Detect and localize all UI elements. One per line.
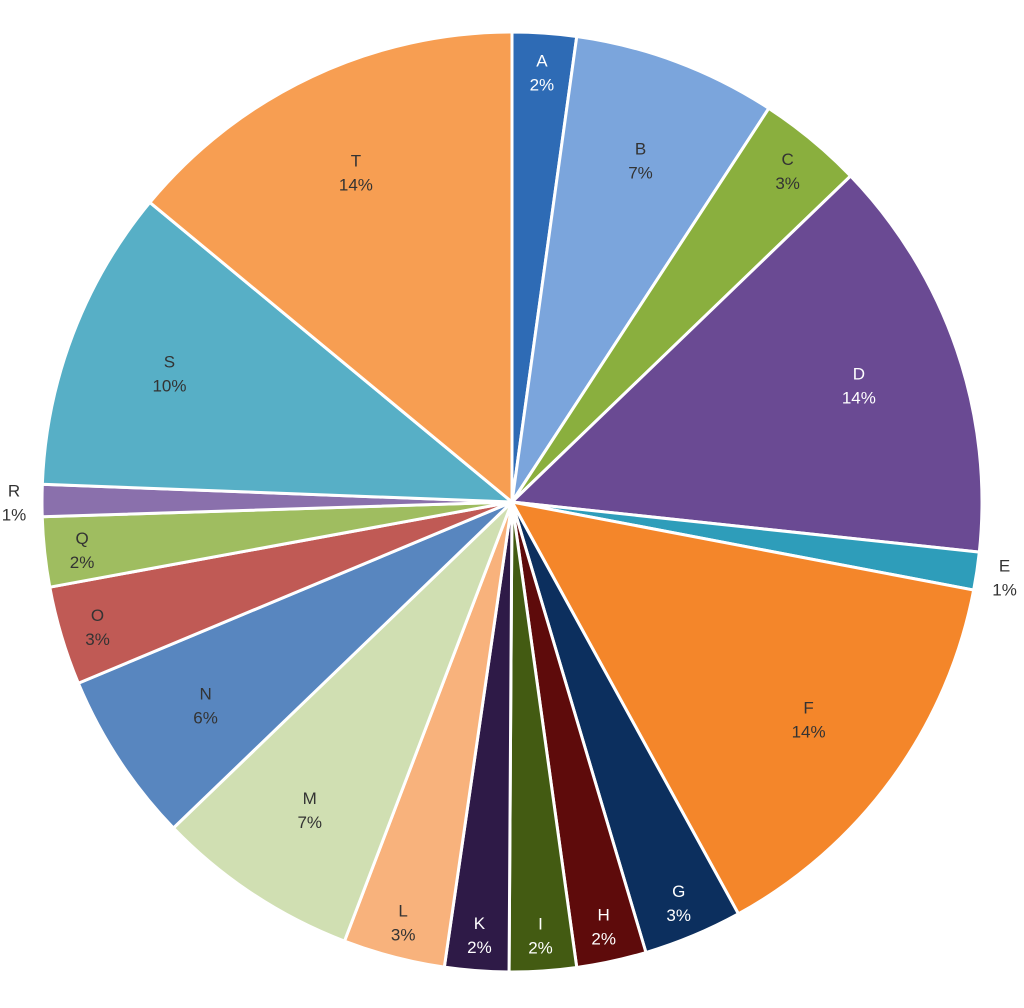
slice-name: Q — [75, 529, 88, 548]
pie-slice-b — [510, 34, 771, 503]
data-label-h: H 2% — [591, 906, 616, 949]
data-label-n: N 6% — [193, 684, 218, 727]
slice-name: B — [635, 140, 646, 159]
slice-percent: 10% — [152, 376, 186, 395]
slice-percent: 2% — [530, 76, 555, 95]
slice-percent: 1% — [992, 580, 1017, 599]
slice-percent: 2% — [528, 938, 553, 957]
slice-percent: 3% — [775, 174, 800, 193]
slice-percent: 14% — [842, 388, 876, 407]
data-label-r: R 1% — [2, 481, 27, 524]
slice-name: N — [199, 684, 211, 703]
slice-percent: 14% — [339, 175, 373, 194]
slice-name: R — [8, 481, 20, 500]
slice-name: C — [781, 150, 793, 169]
slice-percent: 1% — [2, 505, 27, 524]
slice-name: K — [474, 914, 486, 933]
slice-name: T — [351, 151, 361, 170]
slice-name: S — [164, 352, 175, 371]
slice-percent: 2% — [70, 553, 95, 572]
slice-name: D — [853, 364, 865, 383]
data-label-d: D 14% — [842, 364, 876, 407]
slice-name: M — [303, 789, 317, 808]
data-label-m: M 7% — [297, 789, 322, 832]
slice-name: H — [598, 906, 610, 925]
pie-slice-m — [171, 500, 514, 944]
data-label-o: O 3% — [85, 606, 110, 649]
slice-percent: 2% — [591, 930, 616, 949]
slice-name: I — [538, 914, 543, 933]
data-label-a: A 2% — [530, 52, 555, 95]
data-label-l: L 3% — [391, 901, 416, 944]
data-label-f: F 14% — [792, 698, 826, 741]
pie-slice-s — [40, 200, 517, 504]
pie-slice-f — [509, 499, 976, 916]
slice-percent: 6% — [193, 708, 218, 727]
data-label-s: S 10% — [152, 352, 186, 395]
pie-slice-d — [508, 173, 984, 554]
pie-slice-n — [76, 500, 514, 831]
data-label-g: G 3% — [666, 882, 691, 925]
data-label-e: E 1% — [992, 556, 1017, 599]
slice-percent: 3% — [666, 906, 691, 925]
slice-name: A — [536, 52, 548, 71]
slice-percent: 14% — [792, 722, 826, 741]
data-label-k: K 2% — [467, 914, 492, 957]
pie-slice-t — [147, 30, 514, 506]
data-label-b: B 7% — [628, 140, 653, 183]
data-label-q: Q 2% — [70, 529, 95, 572]
data-label-c: C 3% — [775, 150, 800, 193]
slice-percent: 3% — [85, 630, 110, 649]
slice-name: O — [91, 606, 104, 625]
slice-percent: 3% — [391, 925, 416, 944]
slice-percent: 2% — [467, 938, 492, 957]
slice-percent: 7% — [628, 164, 653, 183]
slice-name: G — [672, 882, 685, 901]
slice-percent: 7% — [297, 813, 322, 832]
data-label-i: I 2% — [528, 914, 553, 957]
data-label-t: T 14% — [339, 151, 373, 194]
slice-name: L — [398, 901, 407, 920]
slice-name: E — [999, 556, 1010, 575]
slice-name: F — [803, 698, 813, 717]
